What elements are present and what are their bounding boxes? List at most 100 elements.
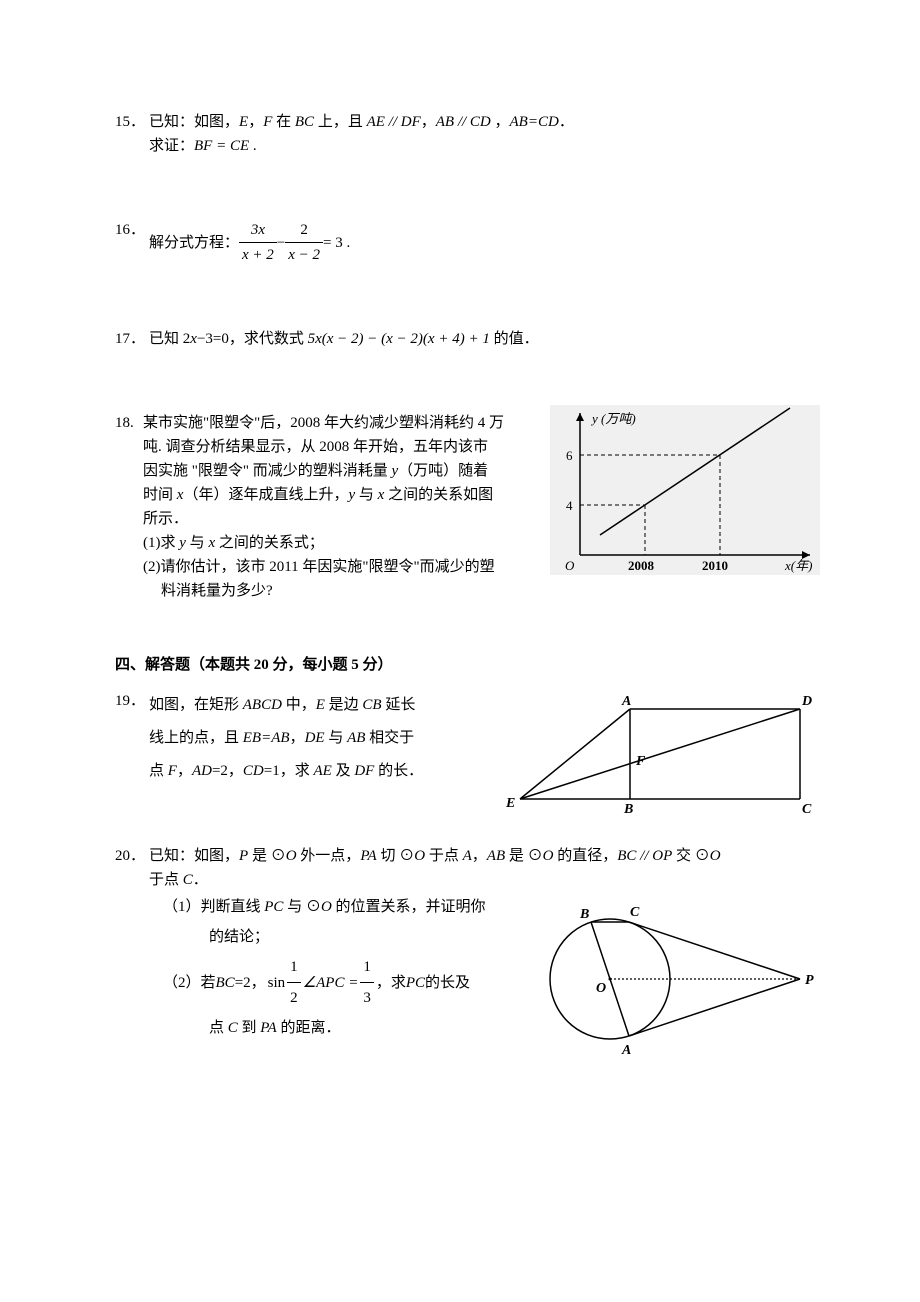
text: ． xyxy=(193,872,208,888)
text: 点 xyxy=(149,763,168,779)
text: 外一点， xyxy=(297,848,361,864)
text: 解分式方程： xyxy=(149,231,239,255)
expr: BC // OP xyxy=(617,848,672,864)
problem-number: 15． xyxy=(115,110,149,134)
expr: AB=CD xyxy=(510,114,559,130)
text: =1，求 xyxy=(264,763,314,779)
problem-17: 17． 已知 2x−3=0，求代数式 5x(x − 2) − (x − 2)(x… xyxy=(115,327,820,351)
section-4-title: 四、解答题（本题共 20 分，每小题 5 分） xyxy=(115,653,820,677)
text: 求证： xyxy=(149,138,194,154)
text: 于点 xyxy=(149,872,183,888)
var: O xyxy=(710,848,721,864)
text: 及 xyxy=(332,763,355,779)
svg-text:C: C xyxy=(630,905,640,920)
var: E xyxy=(239,114,248,130)
var: BC xyxy=(295,114,314,130)
text: ． xyxy=(559,114,574,130)
text: 的长． xyxy=(374,763,423,779)
var: x xyxy=(190,331,197,347)
text: ， xyxy=(177,763,192,779)
expr: AB // CD xyxy=(436,114,491,130)
var: AB xyxy=(347,730,365,746)
text: 相交于 xyxy=(365,730,414,746)
svg-text:y (万吨): y (万吨) xyxy=(590,411,636,426)
text: （年）逐年成直线上升， xyxy=(183,487,348,503)
var: DF xyxy=(354,763,374,779)
text: 已知：如图， xyxy=(149,114,239,130)
svg-text:O: O xyxy=(565,558,575,573)
text: 延长 xyxy=(382,697,416,713)
text: 交 ⊙ xyxy=(672,848,710,864)
var: AD xyxy=(192,763,212,779)
text: 已知 2 xyxy=(149,331,190,347)
text: 的长及 xyxy=(425,968,470,998)
text: 线上的点，且 xyxy=(149,730,243,746)
text: =2， xyxy=(212,763,243,779)
text: =2， xyxy=(235,968,266,998)
var: P xyxy=(239,848,248,864)
var: F xyxy=(263,114,272,130)
equals: = 3 . xyxy=(323,231,350,255)
line: 某市实施"限塑令"后，2008 年大约减少塑料消耗约 4 万 xyxy=(143,411,513,435)
svg-text:B: B xyxy=(623,802,633,817)
text: 切 ⊙ xyxy=(377,848,415,864)
figure-20: B C O P A xyxy=(530,884,830,1064)
angle: ∠APC = xyxy=(303,968,359,998)
text: 的结论； xyxy=(209,922,583,952)
text: 的直径， xyxy=(553,848,617,864)
var: PA xyxy=(260,1020,276,1036)
var: BC xyxy=(216,968,235,998)
text: 是 ⊙ xyxy=(248,848,286,864)
var: O xyxy=(286,848,297,864)
page: 15． 已知：如图，E，F 在 BC 上，且 AE // DF，AB // CD… xyxy=(0,0,920,1199)
svg-text:C: C xyxy=(802,802,812,817)
minus: − xyxy=(277,231,285,255)
svg-text:x(年): x(年) xyxy=(784,558,812,573)
problem-number: 19． xyxy=(115,689,149,713)
chart-18: y (万吨) x(年) 6 4 O 2008 2010 xyxy=(550,405,820,575)
text: 与 xyxy=(186,535,209,551)
svg-text:D: D xyxy=(801,694,812,709)
text: ，求 xyxy=(376,968,406,998)
text: 的位置关系，并证明你 xyxy=(332,899,486,915)
text: 的值． xyxy=(490,331,539,347)
text: 时间 xyxy=(143,487,177,503)
problem-19: 19． 如图，在矩形 ABCD 中，E 是边 CB 延长 线上的点，且 EB=A… xyxy=(115,689,820,788)
text: ， xyxy=(472,848,487,864)
var: E xyxy=(316,697,325,713)
text: 到 xyxy=(238,1020,261,1036)
line: 因实施 "限塑令" 而减少的塑料消耗量 y（万吨）随着 xyxy=(143,459,513,483)
svg-text:A: A xyxy=(621,1043,631,1058)
problem-16: 16． 解分式方程： 3xx + 2 − 2x − 2 = 3 . xyxy=(115,218,820,267)
var: PC xyxy=(406,968,425,998)
line: 时间 x（年）逐年成直线上升，y 与 x 之间的关系如图 xyxy=(143,483,513,507)
text: 点 xyxy=(209,1020,228,1036)
text: −3=0，求代数式 xyxy=(197,331,308,347)
var: AE xyxy=(313,763,331,779)
denominator: x + 2 xyxy=(239,242,277,267)
svg-text:B: B xyxy=(579,907,589,922)
fraction: 2x − 2 xyxy=(285,218,323,267)
problem-18: 18. 某市实施"限塑令"后，2008 年大约减少塑料消耗约 4 万 吨. 调查… xyxy=(115,411,820,603)
problem-20: 20． 已知：如图，P 是 ⊙O 外一点，PA 切 ⊙O 于点 A，AB 是 ⊙… xyxy=(115,844,820,1043)
problem-body: 某市实施"限塑令"后，2008 年大约减少塑料消耗约 4 万 吨. 调查分析结果… xyxy=(143,411,513,603)
text: (1)求 xyxy=(143,535,179,551)
problem-body: 已知 2x−3=0，求代数式 5x(x − 2) − (x − 2)(x + 4… xyxy=(149,327,820,351)
var: O xyxy=(321,899,332,915)
problem-number: 17． xyxy=(115,327,149,351)
text: . xyxy=(249,138,257,154)
var: C xyxy=(183,872,193,888)
line: 如图，在矩形 ABCD 中，E 是边 CB 延长 xyxy=(149,689,509,722)
text: （1）判断直线 xyxy=(163,899,264,915)
var: F xyxy=(168,763,177,779)
var: O xyxy=(543,848,554,864)
text: ， xyxy=(491,114,510,130)
var: PC xyxy=(264,899,283,915)
line: 点 F，AD=2，CD=1，求 AE 及 DF 的长． xyxy=(149,755,509,788)
var: DE xyxy=(305,730,325,746)
text: 与 ⊙ xyxy=(283,899,321,915)
numerator: 3x xyxy=(239,218,277,242)
var: O xyxy=(414,848,425,864)
denominator: 3 xyxy=(360,982,374,1013)
line: 线上的点，且 EB=AB，DE 与 AB 相交于 xyxy=(149,722,509,755)
